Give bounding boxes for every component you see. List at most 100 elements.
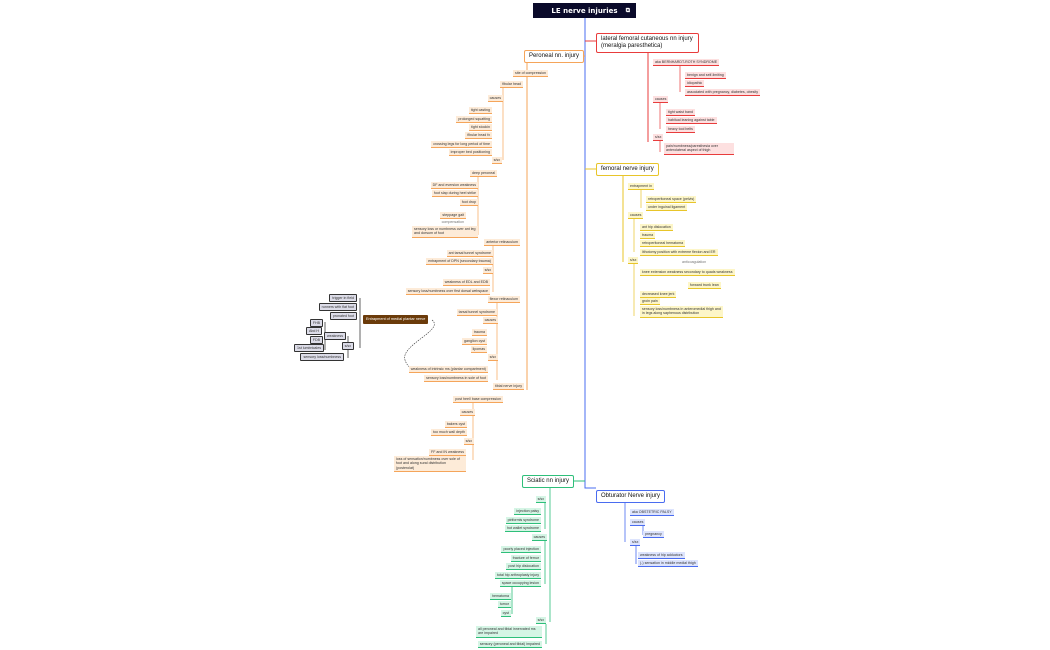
lateral_femoral-node[interactable]: benign and self-limiting: [685, 72, 726, 80]
femoral-node[interactable]: lithotomy position with extreme flexion …: [640, 249, 718, 257]
femoral-node[interactable]: trauma: [640, 232, 656, 240]
peroneal-node[interactable]: causes: [459, 409, 475, 417]
peroneal-node[interactable]: s/sx: [491, 157, 502, 165]
lateral_femoral-node[interactable]: causes: [653, 96, 669, 104]
plantar-node[interactable]: trigger in field: [329, 294, 357, 303]
obturator-node[interactable]: aka OBSTETRIC PALSY: [630, 509, 674, 517]
peroneal-node[interactable]: ant tarsal tunnel syndrome: [446, 250, 493, 258]
plantar-main-node[interactable]: Entrapment of medial plantar nerve: [363, 315, 429, 324]
obturator-node[interactable]: (-) sensation in middle medial thigh: [638, 560, 698, 568]
sciatic-node[interactable]: s/sx: [535, 496, 546, 504]
femoral-node[interactable]: under inguinal ligament: [646, 204, 688, 212]
peroneal-node[interactable]: flexor retinaculum: [487, 296, 520, 304]
femoral-node[interactable]: anticoagulation: [682, 260, 707, 264]
femoral-node[interactable]: sensory loss/numbness in anteromedial th…: [640, 306, 723, 318]
lateral_femoral-node[interactable]: s/sx: [653, 134, 664, 142]
lateral_femoral-node[interactable]: aka BERNHARDT-ROTH SYNDROME: [653, 59, 720, 67]
plantar-node[interactable]: pronated foot: [329, 312, 357, 321]
lateral_femoral-node[interactable]: heavy tool belts: [666, 126, 695, 134]
peroneal-node[interactable]: weakness of EDL and EDB: [442, 279, 490, 287]
obturator-node[interactable]: pregnancy: [643, 531, 664, 539]
plantar-node[interactable]: weakness: [324, 332, 346, 341]
plantar-node[interactable]: 1st lumbricales: [294, 344, 324, 353]
plantar-node[interactable]: FHB: [309, 319, 323, 328]
sciatic-node[interactable]: cyst: [500, 610, 511, 618]
femoral-node[interactable]: ant hip dislocation: [640, 224, 673, 232]
lateral_femoral-node[interactable]: tight waist band: [666, 109, 695, 117]
sciatic-node[interactable]: all peroneal and tibial innervated ms ar…: [476, 626, 542, 638]
lateral_femoral-node[interactable]: pain/numbness/paresthesia over anterolat…: [664, 143, 734, 155]
peroneal-node[interactable]: improper bed positioning: [448, 149, 492, 157]
femoral-node[interactable]: knee extension weakness secondary to qua…: [640, 269, 735, 277]
lateral_femoral-main-node[interactable]: lateral femoral cutaneous nn injury (mer…: [596, 33, 699, 53]
peroneal-node[interactable]: causes: [487, 95, 503, 103]
peroneal-node[interactable]: tight stockin: [469, 124, 492, 132]
lateral_femoral-node[interactable]: associated with pregnancy, diabetes, obe…: [685, 89, 761, 97]
peroneal-node[interactable]: crossing legs for long period of time: [431, 141, 492, 149]
peroneal-node[interactable]: compensation: [441, 220, 464, 224]
peroneal-node[interactable]: deep peroneal: [470, 170, 497, 178]
peroneal-node[interactable]: fibular head: [500, 81, 523, 89]
obturator-node[interactable]: s/sx: [630, 539, 641, 547]
peroneal-node[interactable]: sensory loss or numbness over ant leg an…: [412, 226, 478, 238]
root-title[interactable]: LE nerve injuries ⧉: [533, 3, 636, 18]
peroneal-node[interactable]: s/sx: [482, 267, 493, 275]
sciatic-node[interactable]: causes: [531, 534, 547, 542]
peroneal-main-node[interactable]: Peroneal nn. injury: [523, 50, 584, 63]
obturator-main-node[interactable]: Obturator Nerve injury: [596, 490, 666, 503]
peroneal-node[interactable]: steppage gait: [440, 212, 466, 220]
plantar-node[interactable]: runners with flat foot: [318, 303, 357, 312]
femoral-node[interactable]: retroperitoneal hematoma: [640, 240, 686, 248]
sciatic-node[interactable]: piriformis syndrome: [505, 517, 541, 525]
sciatic-node[interactable]: hematoma: [490, 593, 511, 601]
sciatic-node[interactable]: sensory (peroneal and tibial) impaired: [477, 641, 542, 649]
sciatic-node[interactable]: s/sx: [535, 617, 546, 625]
peroneal-node[interactable]: sensory loss/numbness in sole of foot: [424, 375, 488, 383]
sciatic-node[interactable]: space occupying lesion: [499, 580, 541, 588]
peroneal-node[interactable]: s/sx: [463, 438, 474, 446]
peroneal-node[interactable]: post heel/ base compression: [453, 396, 503, 404]
sciatic-node[interactable]: hot wallet syndrome: [505, 525, 541, 533]
peroneal-node[interactable]: entrapment of DPN (secondary trauma): [426, 258, 493, 266]
lateral_femoral-node[interactable]: habitual leaning against table: [666, 117, 717, 125]
sciatic-node[interactable]: poorly placed injection: [501, 546, 541, 554]
femoral-node[interactable]: causes: [628, 212, 644, 220]
sciatic-node[interactable]: tumor: [497, 601, 511, 609]
peroneal-node[interactable]: s/sx: [487, 354, 498, 362]
sciatic-node[interactable]: total hip arthroplasty injury: [495, 572, 541, 580]
plantar-node[interactable]: sensory loss/numbness: [300, 353, 344, 362]
peroneal-node[interactable]: DF and eversion weakness: [430, 182, 478, 190]
peroneal-node[interactable]: too much wall depth: [431, 429, 467, 437]
peroneal-node[interactable]: ganglion cyst: [462, 338, 487, 346]
peroneal-node[interactable]: site of compression: [513, 70, 548, 78]
peroneal-node[interactable]: loss of sensation/numbness over sole of …: [394, 456, 466, 473]
sciatic-main-node[interactable]: Sciatic nn injury: [521, 475, 574, 488]
peroneal-node[interactable]: prolonged squatting: [456, 116, 492, 124]
femoral-node[interactable]: forward trunk lean: [688, 282, 721, 290]
peroneal-node[interactable]: foot slap during heel strike: [432, 190, 478, 198]
plantar-node[interactable]: s/sx: [341, 342, 354, 351]
peroneal-node[interactable]: causes: [482, 317, 498, 325]
peroneal-node[interactable]: bakers cyst: [444, 421, 467, 429]
peroneal-node[interactable]: tarsal tunnel syndrome: [456, 309, 497, 317]
femoral-node[interactable]: decreased knee jerk: [640, 291, 677, 299]
plantar-node[interactable]: Abd H: [306, 327, 322, 336]
peroneal-node[interactable]: weakness of intrinsic ms (plantar compar…: [408, 366, 488, 374]
femoral-node[interactable]: retroperitoneal space (pelvis): [646, 196, 697, 204]
obturator-node[interactable]: weakness of hip adductors: [638, 552, 685, 560]
peroneal-node[interactable]: tibial nerve injury: [493, 383, 524, 391]
peroneal-node[interactable]: lipomas: [470, 346, 487, 354]
sciatic-node[interactable]: injection palsy: [514, 508, 541, 516]
femoral-node[interactable]: entrapment in: [628, 183, 654, 191]
sciatic-node[interactable]: post hip dislocation: [506, 563, 541, 571]
peroneal-node[interactable]: FF and IN weakness: [429, 449, 466, 457]
obturator-node[interactable]: causes: [630, 519, 646, 527]
femoral-main-node[interactable]: femoral nerve injury: [596, 163, 659, 176]
peroneal-node[interactable]: tight casting: [468, 107, 492, 115]
plantar-node[interactable]: FDB: [309, 336, 323, 345]
femoral-node[interactable]: s/sx: [628, 257, 639, 265]
peroneal-node[interactable]: fibular head fx: [465, 132, 492, 140]
lateral_femoral-node[interactable]: idiopathic: [685, 80, 705, 88]
sciatic-node[interactable]: fracture of femur: [510, 555, 541, 563]
femoral-node[interactable]: groin pain: [640, 298, 660, 306]
